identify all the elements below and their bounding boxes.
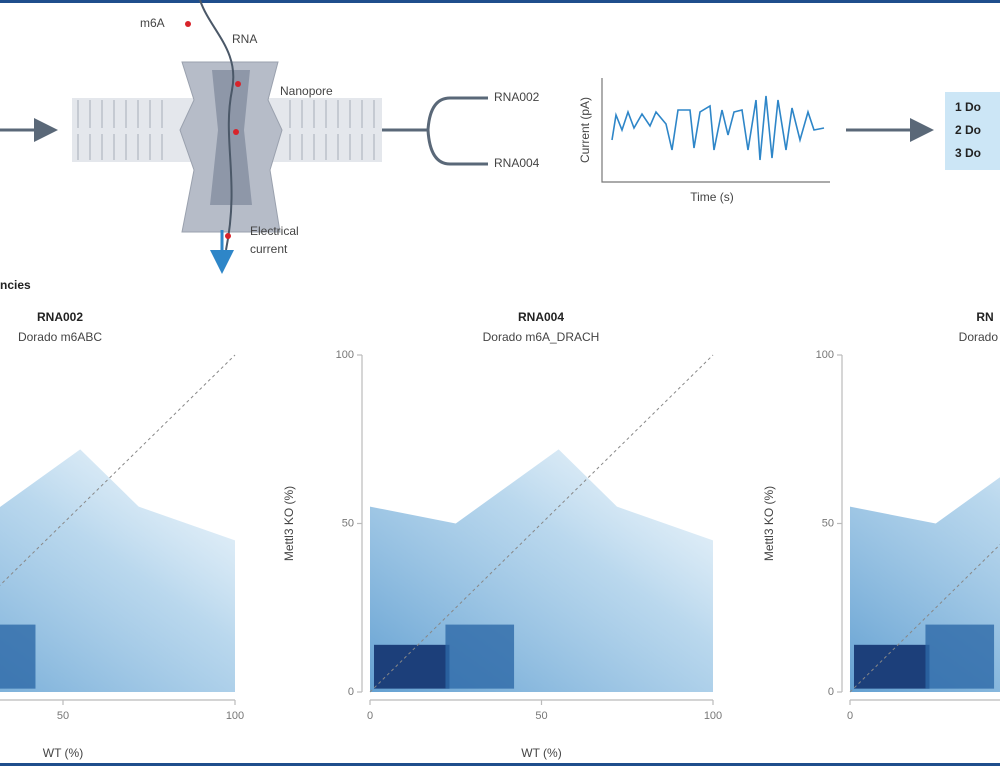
y-tick-label: 100 <box>816 349 834 361</box>
density-band <box>925 624 995 689</box>
current-trace <box>611 95 825 161</box>
x-tick-label: 50 <box>57 710 69 722</box>
frame-bottom <box>0 763 1000 766</box>
label-nanopore: Nanopore <box>280 84 333 98</box>
pore-channel <box>210 70 252 205</box>
scatter-chart: RNA004 Dorado m6A_DRACH 0 50 100 0 50 100 WT (%)… <box>282 310 722 760</box>
chart-title: RNA004 <box>518 310 564 324</box>
x-tick-label: 50 <box>535 710 547 722</box>
y-tick-label: 0 <box>348 686 354 698</box>
step: 2 Do <box>955 123 981 137</box>
diagonal <box>849 543 1000 693</box>
diagonal <box>369 354 714 693</box>
trace-y-label: Current (pA) <box>578 97 592 163</box>
label-current: current <box>250 242 288 256</box>
y-tick-label: 50 <box>822 517 834 529</box>
y-tick-label: 50 <box>342 517 354 529</box>
m6a-dot <box>225 233 231 239</box>
branch-label: RNA002 <box>494 90 540 104</box>
scatter-chart: RN Dorado m 0 0 50 100 Mettl3 KO (%) <box>762 310 1000 722</box>
x-tick-label: 0 <box>367 710 373 722</box>
x-tick-label: 0 <box>847 710 853 722</box>
y-axis-label: Mettl3 KO (%) <box>762 486 776 561</box>
chart-subtitle: Dorado m6A_DRACH <box>483 330 600 344</box>
density-band <box>445 624 515 689</box>
m6a-dot <box>185 21 191 27</box>
y-tick-label: 0 <box>828 686 834 698</box>
scatter-chart: RNA002 Dorado m6ABC 50 100 WT (%) <box>0 310 244 760</box>
frame-top <box>0 0 1000 3</box>
m6a-dot <box>235 81 241 87</box>
label-current: Electrical <box>250 224 299 238</box>
scatter-panels: RNA002 Dorado m6ABC 50 100 WT (%) RNA004 Dorad… <box>0 310 1000 760</box>
m6a-dot <box>233 129 239 135</box>
chart-title: RNA002 <box>37 310 83 324</box>
chart-subtitle: Dorado m <box>959 330 1000 344</box>
density-band <box>0 624 36 689</box>
density-cloud <box>0 449 235 692</box>
trace-axes <box>601 78 830 183</box>
workflow-diagram: m6A RNA Nanopore Electrical current RNA0… <box>0 0 1000 274</box>
x-axis-label: WT (%) <box>43 746 83 760</box>
trace-x-label: Time (s) <box>690 190 734 204</box>
membrane-lipids <box>77 100 375 160</box>
chart-subtitle: Dorado m6ABC <box>18 330 102 344</box>
x-tick-label: 100 <box>226 710 244 722</box>
x-tick-label: 100 <box>704 710 722 722</box>
rna-strand <box>199 0 235 251</box>
panel-label: ncies <box>0 278 31 292</box>
branch <box>426 96 488 166</box>
branch-label: RNA004 <box>494 156 540 170</box>
y-axis-label: Mettl3 KO (%) <box>282 486 296 561</box>
density-core <box>374 644 450 689</box>
diagonal <box>0 354 236 586</box>
step: 3 Do <box>955 146 981 160</box>
density-core <box>854 644 930 689</box>
label-rna: RNA <box>232 32 257 46</box>
steps-box <box>945 92 1000 170</box>
y-tick-label: 100 <box>336 349 354 361</box>
label-m6a: m6A <box>140 16 165 30</box>
x-axis-label: WT (%) <box>521 746 561 760</box>
chart-title: RN <box>976 310 993 324</box>
step: 1 Do <box>955 100 981 114</box>
